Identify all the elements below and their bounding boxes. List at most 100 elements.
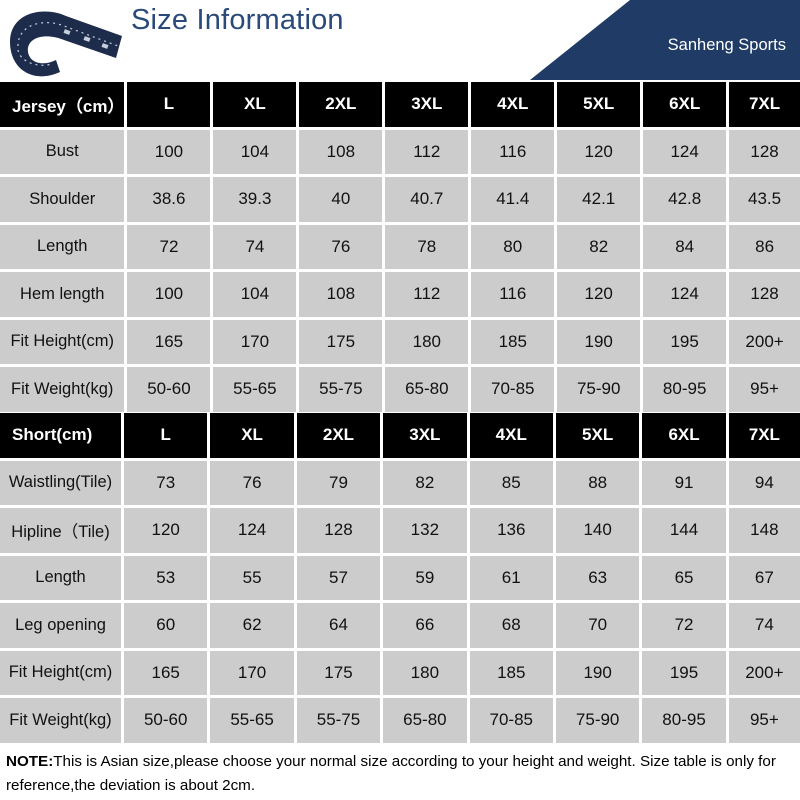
table-cell: 200+ bbox=[729, 319, 800, 367]
note-text: This is Asian size,please choose your no… bbox=[6, 753, 776, 794]
table-cell: 55-75 bbox=[299, 367, 386, 415]
table-cell: 116 bbox=[471, 272, 558, 320]
table-cell: 104 bbox=[213, 272, 300, 320]
table-cell: 65-80 bbox=[383, 698, 470, 746]
table-cell: 42.1 bbox=[557, 177, 644, 225]
table-cell: 63 bbox=[555, 555, 643, 603]
table-cell: 175 bbox=[296, 650, 384, 698]
size-header-6xl: 6XL bbox=[643, 82, 730, 130]
table-cell: 136 bbox=[469, 508, 556, 556]
table-row: Shoulder 38.6 39.3 40 40.7 41.4 42.1 42.8 43.5 bbox=[0, 177, 800, 225]
measuring-tape-icon bbox=[10, 11, 122, 77]
size-header-l: L bbox=[127, 82, 214, 130]
size-header-l: L bbox=[124, 413, 211, 461]
table-cell: 65 bbox=[642, 555, 729, 603]
short-size-table: Short(cm) L XL 2XL 3XL 4XL 5XL 6XL 7XL Waistling(… bbox=[0, 413, 800, 746]
size-header-5xl: 5XL bbox=[555, 413, 643, 461]
size-header-2xl: 2XL bbox=[299, 82, 386, 130]
table-row: Fit Height(cm) 165 170 175 180 185 190 195 200+ bbox=[0, 650, 800, 698]
table-cell: 124 bbox=[210, 508, 297, 556]
table-row: Bust 100 104 108 112 116 120 124 128 bbox=[0, 129, 800, 177]
short-header-row: Short(cm) L XL 2XL 3XL 4XL 5XL 6XL 7XL bbox=[0, 413, 800, 461]
table-cell: 80 bbox=[471, 224, 558, 272]
table-row: Length 72 74 76 78 80 82 84 86 bbox=[0, 224, 800, 272]
table-cell: 112 bbox=[385, 272, 472, 320]
table-cell: 108 bbox=[299, 272, 386, 320]
table-cell: 100 bbox=[127, 272, 214, 320]
table-cell: 120 bbox=[557, 272, 644, 320]
row-label: Hem length bbox=[0, 272, 128, 320]
table-cell: 195 bbox=[642, 650, 729, 698]
table-cell: 68 bbox=[469, 603, 556, 651]
table-cell: 95+ bbox=[729, 367, 800, 415]
table-cell: 50-60 bbox=[127, 367, 214, 415]
table-cell: 84 bbox=[643, 224, 730, 272]
row-label: Hipline（Tile) bbox=[0, 508, 124, 556]
size-header-2xl: 2XL bbox=[296, 413, 384, 461]
size-header-7xl: 7XL bbox=[728, 413, 800, 461]
jersey-size-table: Jersey（cm） L XL 2XL 3XL 4XL 5XL 6XL 7XL Bust 100 10… bbox=[0, 82, 800, 415]
table-cell: 148 bbox=[728, 508, 800, 556]
table-row: Hem length 100 104 108 112 116 120 124 128 bbox=[0, 272, 800, 320]
size-header-4xl: 4XL bbox=[469, 413, 556, 461]
table-cell: 53 bbox=[124, 555, 211, 603]
size-header-xl: XL bbox=[213, 82, 300, 130]
table-cell: 55-75 bbox=[296, 698, 384, 746]
table-row: Fit Weight(kg) 50-60 55-65 55-75 65-80 70-85 7… bbox=[0, 698, 800, 746]
table-cell: 82 bbox=[557, 224, 644, 272]
table-cell: 104 bbox=[213, 129, 300, 177]
table-cell: 112 bbox=[385, 129, 472, 177]
table-cell: 170 bbox=[213, 319, 300, 367]
table-cell: 180 bbox=[385, 319, 472, 367]
table-cell: 88 bbox=[555, 460, 643, 508]
table-cell: 94 bbox=[728, 460, 800, 508]
table-cell: 91 bbox=[642, 460, 729, 508]
table-row: Length 53 55 57 59 61 63 65 67 bbox=[0, 555, 800, 603]
table-cell: 85 bbox=[469, 460, 556, 508]
table-cell: 80-95 bbox=[642, 698, 729, 746]
table-cell: 80-95 bbox=[643, 367, 730, 415]
short-header-label: Short(cm) bbox=[0, 413, 124, 461]
table-cell: 116 bbox=[471, 129, 558, 177]
table-cell: 65-80 bbox=[385, 367, 472, 415]
table-row: Hipline（Tile) 120 124 128 132 136 140 144 148 bbox=[0, 508, 800, 556]
table-cell: 41.4 bbox=[471, 177, 558, 225]
table-cell: 175 bbox=[299, 319, 386, 367]
page-title: Size Information bbox=[131, 4, 344, 36]
size-header-3xl: 3XL bbox=[385, 82, 472, 130]
row-label: Fit Height(cm) bbox=[0, 319, 128, 367]
table-cell: 86 bbox=[729, 224, 800, 272]
brand-name: Sanheng Sports bbox=[667, 36, 786, 54]
table-cell: 60 bbox=[124, 603, 211, 651]
size-header-5xl: 5XL bbox=[557, 82, 644, 130]
table-cell: 78 bbox=[385, 224, 472, 272]
table-cell: 43.5 bbox=[729, 177, 800, 225]
table-cell: 72 bbox=[642, 603, 729, 651]
size-header-3xl: 3XL bbox=[383, 413, 470, 461]
table-cell: 165 bbox=[127, 319, 214, 367]
table-cell: 95+ bbox=[728, 698, 800, 746]
size-header-4xl: 4XL bbox=[471, 82, 558, 130]
table-cell: 140 bbox=[555, 508, 643, 556]
table-cell: 170 bbox=[210, 650, 297, 698]
size-header-xl: XL bbox=[210, 413, 297, 461]
table-cell: 128 bbox=[729, 272, 800, 320]
table-cell: 66 bbox=[383, 603, 470, 651]
table-cell: 75-90 bbox=[557, 367, 644, 415]
table-cell: 108 bbox=[299, 129, 386, 177]
table-cell: 200+ bbox=[728, 650, 800, 698]
table-cell: 79 bbox=[296, 460, 384, 508]
table-cell: 120 bbox=[557, 129, 644, 177]
table-cell: 64 bbox=[296, 603, 384, 651]
table-row: Leg opening 60 62 64 66 68 70 72 74 bbox=[0, 603, 800, 651]
table-cell: 59 bbox=[383, 555, 470, 603]
table-cell: 50-60 bbox=[124, 698, 211, 746]
page-header: Size Information Sanheng Sports bbox=[0, 0, 800, 80]
table-cell: 128 bbox=[296, 508, 384, 556]
table-cell: 120 bbox=[124, 508, 211, 556]
table-cell: 55 bbox=[210, 555, 297, 603]
table-cell: 74 bbox=[728, 603, 800, 651]
size-header-7xl: 7XL bbox=[729, 82, 800, 130]
size-note: NOTE:This is Asian size,please choose yo… bbox=[0, 745, 800, 800]
table-cell: 190 bbox=[557, 319, 644, 367]
